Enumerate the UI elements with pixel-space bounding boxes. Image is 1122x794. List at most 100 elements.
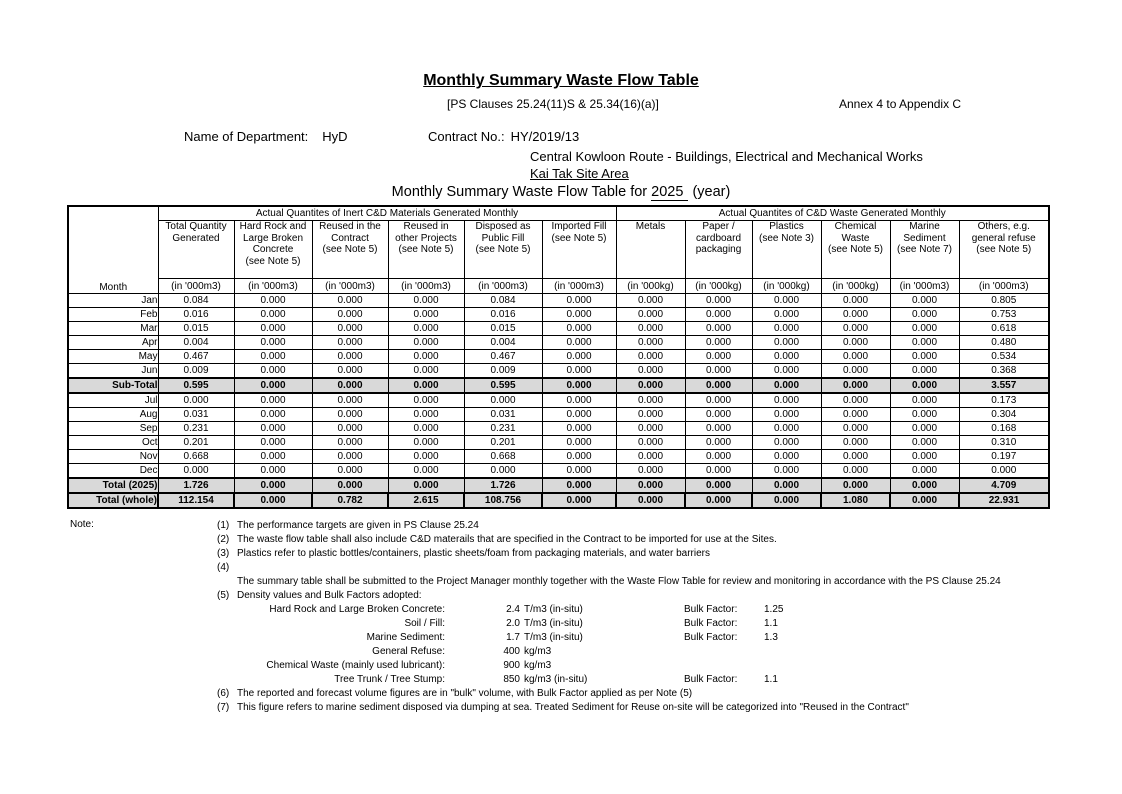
row-label-cell: Dec: [67, 463, 159, 479]
row-label-cell: Jul: [67, 392, 159, 408]
value-cell: 0.000: [684, 377, 753, 394]
group2-header: Actual Quantites of C&D Waste Generated …: [615, 205, 1050, 221]
table-row: Dec 0.000 0.000 0.000 0.000 0.000 0.000 0.000 0.…: [67, 463, 1050, 479]
density-label: Tree Trunk / Tree Stump:: [334, 674, 445, 685]
value-cell: 0.197: [958, 449, 1050, 464]
value-cell: 0.310: [958, 435, 1050, 450]
value-cell: 0.000: [615, 321, 686, 336]
value-cell: 0.000: [684, 463, 753, 479]
group-header-row: Month Actual Quantites of Inert C&D Mate…: [67, 205, 1050, 294]
value-cell: 0.000: [541, 349, 617, 364]
department-label: Name of Department:: [184, 129, 309, 144]
value-cell: 0.000: [820, 349, 891, 364]
value-cell: 0.000: [233, 421, 313, 436]
column-header-cell: Total Quantity Generated: [157, 220, 235, 279]
value-cell: 0.231: [463, 421, 543, 436]
value-cell: 0.368: [958, 363, 1050, 379]
value-cell: 0.000: [751, 363, 822, 379]
table-row: Sub-Total 0.595 0.000 0.000 0.000 0.595 0.000 0…: [67, 377, 1050, 394]
value-cell: 0.000: [751, 321, 822, 336]
column-header-cell: Imported Fill (see Note 5): [541, 220, 617, 279]
value-cell: 0.000: [541, 463, 617, 479]
ps-clauses-text: [PS Clauses 25.24(11)S & 25.34(16)(a)]: [447, 97, 659, 111]
group1-header: Actual Quantites of Inert C&D Materials …: [157, 205, 617, 221]
contract-line: Contract No.: HY/2019/13: [428, 129, 579, 144]
bulk-factor-value: 1.3: [764, 632, 778, 643]
value-cell: 0.173: [958, 392, 1050, 408]
note-item: (4): [217, 561, 1097, 575]
density-label: Hard Rock and Large Broken Concrete:: [269, 604, 445, 615]
table-row: Jun 0.009 0.000 0.000 0.000 0.009 0.000 0.000 0.…: [67, 363, 1050, 379]
value-cell: 0.000: [311, 307, 389, 322]
value-cell: 0.000: [463, 463, 543, 479]
table-row: Aug 0.031 0.000 0.000 0.000 0.031 0.000 0.000 0.…: [67, 407, 1050, 422]
bulk-factor-label: Bulk Factor:: [684, 604, 738, 615]
value-cell: 0.000: [820, 335, 891, 350]
value-cell: 0.000: [684, 392, 753, 408]
value-cell: 0.000: [387, 349, 465, 364]
value-cell: 0.000: [820, 435, 891, 450]
value-cell: 0.000: [684, 477, 753, 494]
value-cell: 0.000: [684, 349, 753, 364]
note-item: (2) The waste flow table shall also inclu…: [217, 533, 1097, 547]
value-cell: 0.000: [233, 377, 313, 394]
value-cell: 0.015: [463, 321, 543, 336]
value-cell: 0.000: [889, 392, 960, 408]
value-cell: 0.000: [820, 307, 891, 322]
value-cell: 4.709: [958, 477, 1050, 494]
value-cell: 0.000: [541, 293, 617, 308]
value-cell: 0.000: [387, 449, 465, 464]
value-cell: 0.168: [958, 421, 1050, 436]
unit-cell: (in '000m3): [958, 278, 1050, 294]
table-row: Nov 0.668 0.000 0.000 0.000 0.668 0.000 0.000 0.…: [67, 449, 1050, 464]
value-cell: 0.000: [889, 349, 960, 364]
value-cell: 0.000: [541, 435, 617, 450]
value-cell: 0.000: [684, 421, 753, 436]
value-cell: 0.000: [311, 435, 389, 450]
value-cell: 0.480: [958, 335, 1050, 350]
value-cell: 0.000: [463, 392, 543, 408]
column-header-cell: Marine Sediment (see Note 7): [889, 220, 960, 279]
row-label-cell: Total (whole): [67, 492, 159, 509]
note-text: The reported and forecast volume figures…: [237, 688, 693, 699]
density-value: 1.7: [506, 632, 520, 643]
value-cell: 0.000: [387, 321, 465, 336]
value-cell: 0.000: [615, 349, 686, 364]
table-row: Total (whole) 112.154 0.000 0.782 2.615 108.7…: [67, 492, 1050, 509]
value-cell: 0.000: [615, 377, 686, 394]
unit-cell: (in '000m3): [311, 278, 389, 294]
value-cell: 0.000: [387, 463, 465, 479]
department-line: Name of Department: HyD: [184, 129, 348, 144]
value-cell: 0.000: [751, 307, 822, 322]
unit-cell: (in '000kg): [751, 278, 822, 294]
table-row: May 0.467 0.000 0.000 0.000 0.467 0.000 0.000 0.…: [67, 349, 1050, 364]
notes-section: (1) The performance targets are given in …: [217, 519, 1097, 715]
note-number: (6): [217, 688, 230, 699]
table-row: Oct 0.201 0.000 0.000 0.000 0.201 0.000 0.000 0.…: [67, 435, 1050, 450]
value-cell: 0.000: [311, 363, 389, 379]
note-item: (3) Plastics refer to plastic bottles/con…: [217, 547, 1097, 561]
density-row: Soil / Fill: 2.0 T/m3 (in-situ) Bulk Factor…: [217, 617, 1097, 631]
note-number: (1): [217, 520, 230, 531]
value-cell: 0.031: [157, 407, 235, 422]
value-cell: 0.000: [541, 335, 617, 350]
value-cell: 0.000: [311, 293, 389, 308]
note-text: Plastics refer to plastic bottles/contai…: [237, 548, 710, 559]
bulk-factor-value: 1.1: [764, 618, 778, 629]
column-header-cell: Reused in the Contract (see Note 5): [311, 220, 389, 279]
unit-cell: (in '000kg): [615, 278, 686, 294]
value-cell: 0.000: [541, 377, 617, 394]
value-cell: 0.000: [889, 321, 960, 336]
value-cell: 0.031: [463, 407, 543, 422]
value-cell: 0.009: [463, 363, 543, 379]
value-cell: 0.000: [233, 477, 313, 494]
note-item: (1) The performance targets are given in …: [217, 519, 1097, 533]
unit-cell: (in '000m3): [157, 278, 235, 294]
density-unit: T/m3 (in-situ): [524, 618, 583, 629]
table-title: Monthly Summary Waste Flow Table for 202…: [391, 184, 731, 201]
value-cell: 0.000: [541, 307, 617, 322]
row-label-cell: Total (2025): [67, 477, 159, 494]
note-text: The performance targets are given in PS …: [237, 520, 479, 531]
value-cell: 0.000: [157, 392, 235, 408]
